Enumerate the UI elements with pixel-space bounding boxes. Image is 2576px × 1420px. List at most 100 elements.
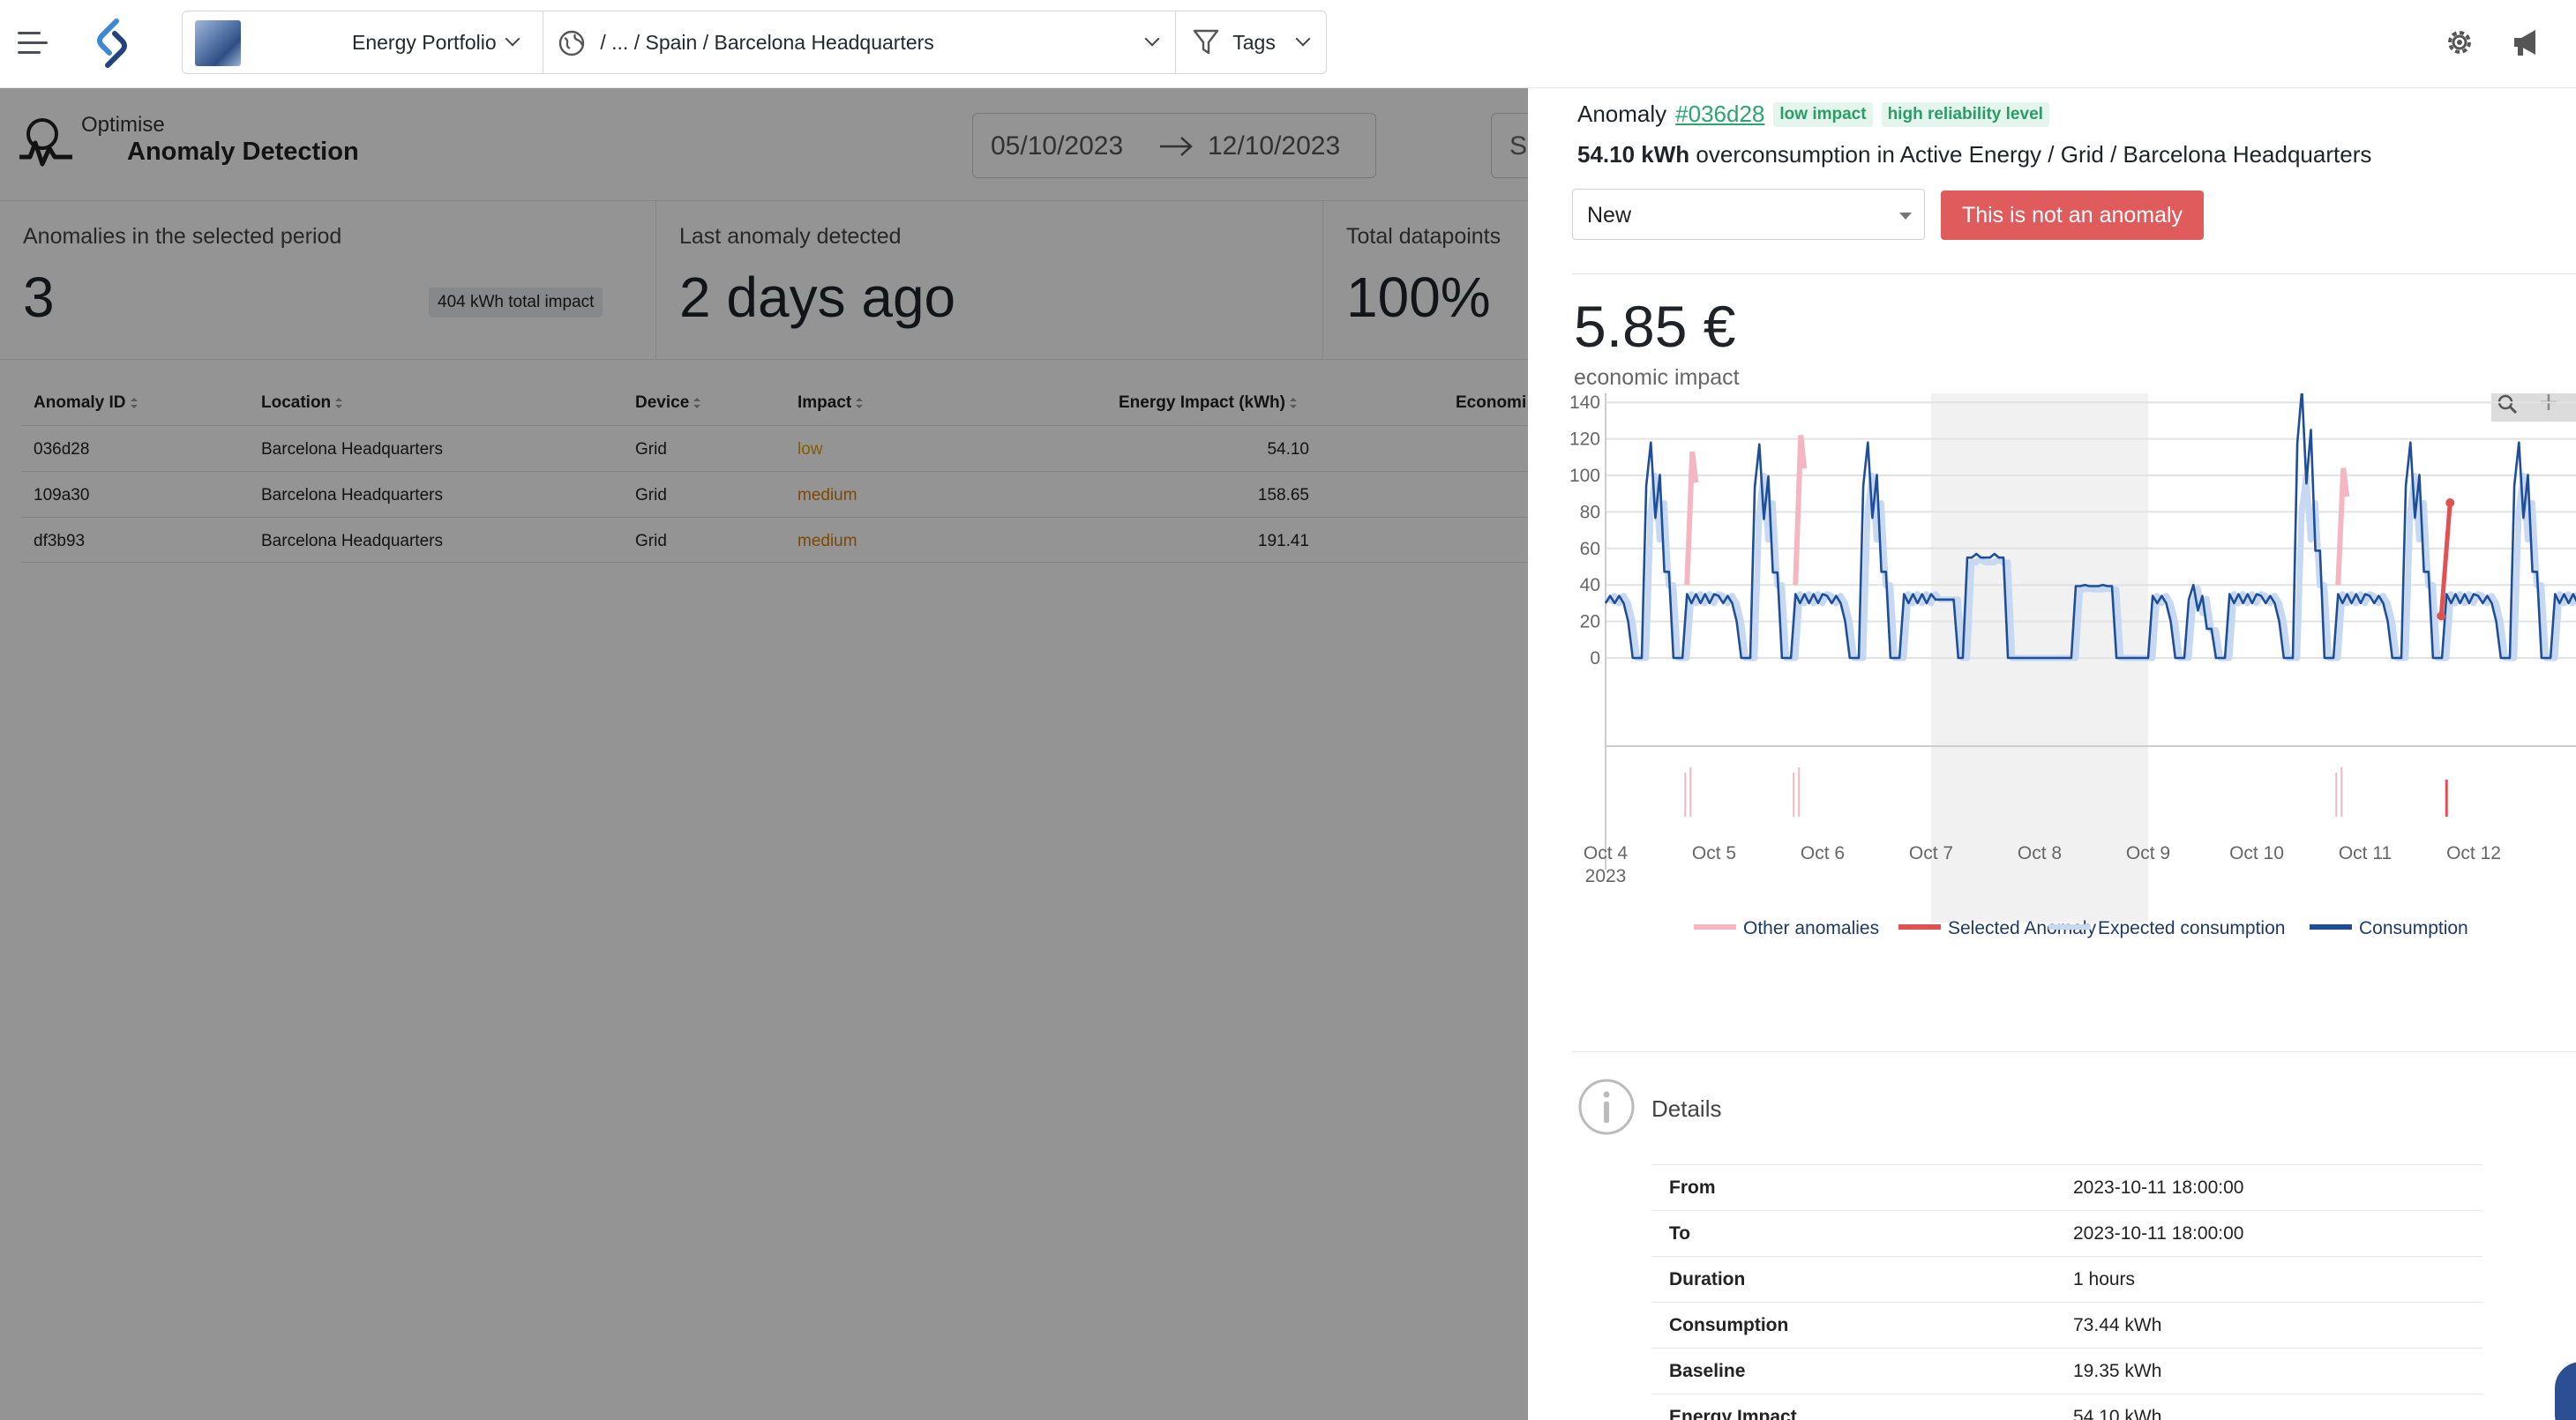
legend-item: Consumption <box>2359 918 2468 938</box>
economic-impact-label: economic impact <box>1574 365 1740 390</box>
selected-anomaly-point <box>2445 498 2455 508</box>
stat-value: 2 days ago <box>679 265 956 329</box>
context-selector: Energy Portfolio / ... / Spain / Barcelo… <box>182 11 1327 74</box>
cell-energy: 191.41 <box>1257 532 1309 550</box>
page-subtitle: Optimise <box>81 113 165 137</box>
sort-icon <box>856 397 864 408</box>
x-tick-label: Oct 12 <box>2446 843 2501 863</box>
table-row[interactable]: 109a30 Barcelona Headquarters Grid mediu… <box>21 471 1680 517</box>
details-key: To <box>1669 1223 1691 1244</box>
tags-filter[interactable]: Tags <box>1176 11 1326 73</box>
consumption-chart[interactable]: 0 20 40 60 80 100 120 140 Oct 4 Oct 5 Oct 6 Oct 7 Oc… <box>1563 393 2576 1081</box>
app-logo[interactable] <box>85 16 139 71</box>
zoom-icon <box>2508 405 2518 415</box>
anomaly-detail-panel: Anomaly #036d28 low impact high reliabil… <box>1528 88 2576 1420</box>
cell-device: Grid <box>635 440 667 459</box>
sort-icon <box>335 397 343 408</box>
status-value: New <box>1587 203 1632 228</box>
legend-swatch <box>2310 924 2352 930</box>
sort-icon <box>693 397 701 408</box>
details-key: Consumption <box>1669 1315 1789 1335</box>
cell-location: Barcelona Headquarters <box>261 532 443 550</box>
details-value: 19.35 kWh <box>2073 1361 2162 1381</box>
x-tick-label: Oct 5 <box>1692 843 1736 863</box>
details-key: Baseline <box>1669 1361 1746 1381</box>
stat-last-anomaly: Last anomaly detected 2 days ago <box>656 201 1323 360</box>
stat-label: Anomalies in the selected period <box>23 224 342 249</box>
details-row: Consumption 73.44 kWh <box>1651 1302 2482 1348</box>
megaphone-icon[interactable] <box>2509 25 2544 60</box>
sort-icon <box>130 397 138 408</box>
cell-id: 109a30 <box>34 486 90 504</box>
arrow-right-icon <box>1160 137 1193 156</box>
location-selector[interactable]: / ... / Spain / Barcelona Headquarters <box>543 11 1177 73</box>
column-header-economic[interactable]: Economi <box>1456 393 1527 412</box>
date-range-picker[interactable]: 05/10/2023 12/10/2023 <box>972 113 1376 178</box>
table-row[interactable]: df3b93 Barcelona Headquarters Grid mediu… <box>21 517 1680 563</box>
stat-label: Last anomaly detected <box>679 224 902 249</box>
details-value: 2023-10-11 18:00:00 <box>2073 1177 2244 1198</box>
filter-icon <box>1194 29 1219 55</box>
x-tick-label: Oct 6 <box>1801 843 1845 863</box>
cell-energy: 158.65 <box>1257 486 1309 504</box>
x-tick-sublabel: 2023 <box>1585 866 1627 886</box>
portfolio-selector[interactable]: Energy Portfolio <box>183 11 544 73</box>
column-header-device[interactable]: Device <box>635 393 701 413</box>
anomaly-label: Anomaly <box>1577 101 1667 127</box>
y-tick-label: 140 <box>1569 393 1600 413</box>
column-header-location[interactable]: Location <box>261 393 343 413</box>
caret-down-icon <box>1899 213 1912 220</box>
legend-swatch <box>1694 924 1736 930</box>
stats-row: Anomalies in the selected period 3 404 k… <box>0 201 2576 360</box>
y-tick-label: 20 <box>1580 612 1600 632</box>
reliability-pill: high reliability level <box>1881 101 2049 127</box>
stat-label: Total datapoints <box>1346 224 1501 249</box>
details-title: Details <box>1651 1095 1722 1122</box>
column-header-id[interactable]: Anomaly ID <box>34 393 139 413</box>
cell-device: Grid <box>635 486 667 504</box>
anomaly-id-link[interactable]: #036d28 <box>1675 101 1765 127</box>
legend-item: Expected consumption <box>2098 918 2285 938</box>
details-value: 2023-10-11 18:00:00 <box>2073 1223 2244 1244</box>
date-from[interactable]: 05/10/2023 <box>991 131 1124 161</box>
cell-impact: medium <box>798 486 857 504</box>
details-key: From <box>1669 1177 1716 1198</box>
x-tick-label: Oct 4 <box>1584 843 1629 863</box>
details-row: Baseline 19.35 kWh <box>1651 1348 2482 1394</box>
other-anomaly-mark <box>1793 435 1808 586</box>
column-header-energy-impact[interactable]: Energy Impact (kWh) <box>1119 393 1298 413</box>
page-title: Anomaly Detection <box>127 138 359 166</box>
tags-label: Tags <box>1232 31 1276 54</box>
portfolio-name: Energy Portfolio <box>352 31 497 54</box>
x-tick-label: Oct 9 <box>2126 843 2170 863</box>
legend-swatch <box>1898 924 1941 930</box>
globe-icon <box>559 30 585 56</box>
anomaly-description: 54.10 kWh overconsumption in Active Ener… <box>1577 141 2371 168</box>
table-row[interactable]: 036d28 Barcelona Headquarters Grid low 5… <box>21 425 1680 471</box>
details-row: From 2023-10-11 18:00:00 <box>1651 1164 2482 1210</box>
not-anomaly-button[interactable]: This is not an anomaly <box>1941 191 2204 240</box>
x-tick-label: Oct 11 <box>2339 843 2392 863</box>
modal-backdrop[interactable] <box>0 88 1528 1420</box>
details-row: Duration 1 hours <box>1651 1256 2482 1302</box>
menu-toggle-icon[interactable] <box>18 28 53 60</box>
y-tick-label: 80 <box>1580 502 1600 522</box>
y-tick-label: 100 <box>1569 466 1600 486</box>
chevron-down-icon <box>1144 31 1160 47</box>
cell-location: Barcelona Headquarters <box>261 486 443 504</box>
portfolio-thumbnail <box>195 20 241 66</box>
consumption-series <box>1604 393 2576 660</box>
stat-anomalies: Anomalies in the selected period 3 404 k… <box>0 201 656 360</box>
y-tick-label: 40 <box>1580 575 1600 595</box>
chat-launcher[interactable] <box>2555 1362 2576 1420</box>
column-header-impact[interactable]: Impact <box>798 393 864 413</box>
date-to[interactable]: 12/10/2023 <box>1208 131 1341 161</box>
status-select[interactable]: New <box>1572 189 1925 240</box>
cell-impact: medium <box>798 532 857 550</box>
gear-icon[interactable] <box>2442 25 2477 60</box>
stat-value: 100% <box>1346 265 1491 329</box>
impact-pill: low impact <box>1773 101 1873 127</box>
legend-swatch <box>2048 924 2091 930</box>
chevron-down-icon <box>1295 31 1311 47</box>
anomaly-heading: Anomaly #036d28 low impact high reliabil… <box>1577 101 2049 128</box>
